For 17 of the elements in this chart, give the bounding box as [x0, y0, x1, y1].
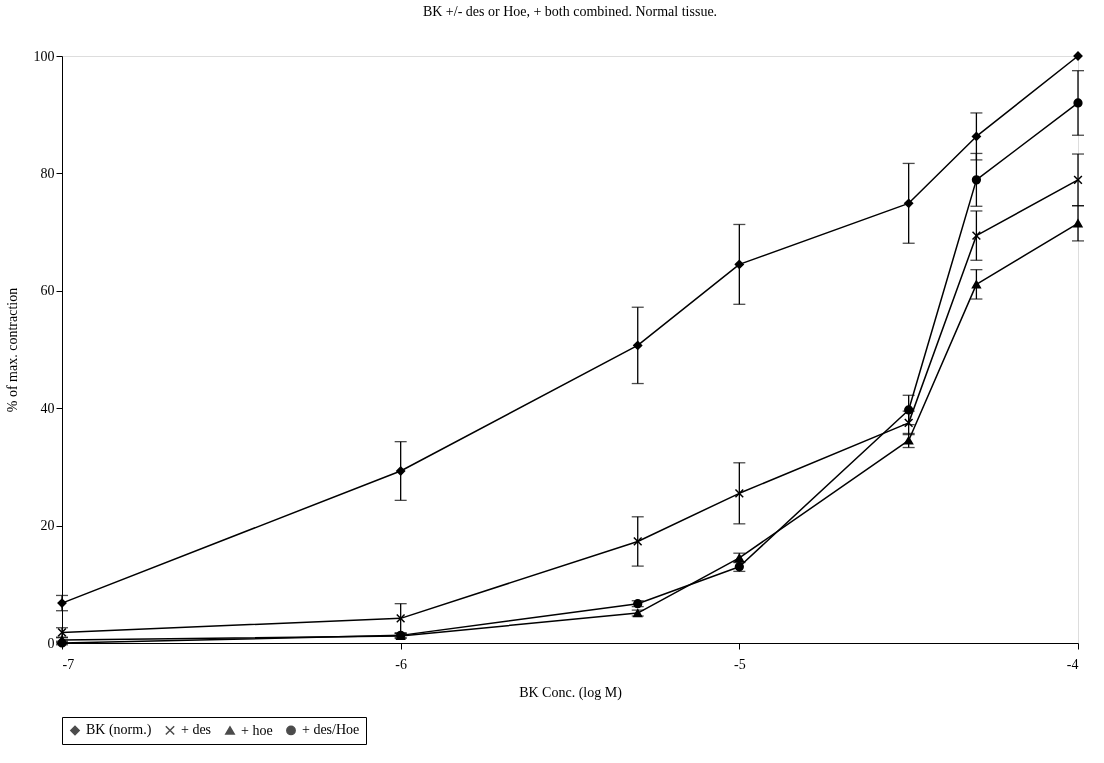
legend-label: + des: [181, 722, 212, 738]
legend-label: + des/Hoe: [302, 722, 360, 738]
y-tick-label: 100: [33, 48, 55, 64]
x-tick-label: -5: [734, 656, 746, 672]
legend-label: BK (norm.): [86, 722, 152, 739]
legend-label: + hoe: [241, 722, 273, 738]
x-axis-title: BK Conc. (log M): [519, 684, 623, 701]
y-tick-label: 20: [40, 518, 55, 534]
y-tick-label: 40: [40, 400, 55, 416]
y-tick-label: 0: [47, 635, 55, 651]
y-tick-label: 60: [40, 283, 55, 299]
chart-title: BK +/- des or Hoe, + both combined. Normal tissue.: [422, 4, 718, 19]
y-tick-label: 80: [40, 165, 55, 181]
x-tick-label: -4: [1066, 656, 1079, 672]
x-tick-label: -7: [62, 656, 75, 672]
y-axis-title: % of max. contraction: [4, 287, 20, 413]
x-tick-label: -6: [395, 656, 407, 672]
